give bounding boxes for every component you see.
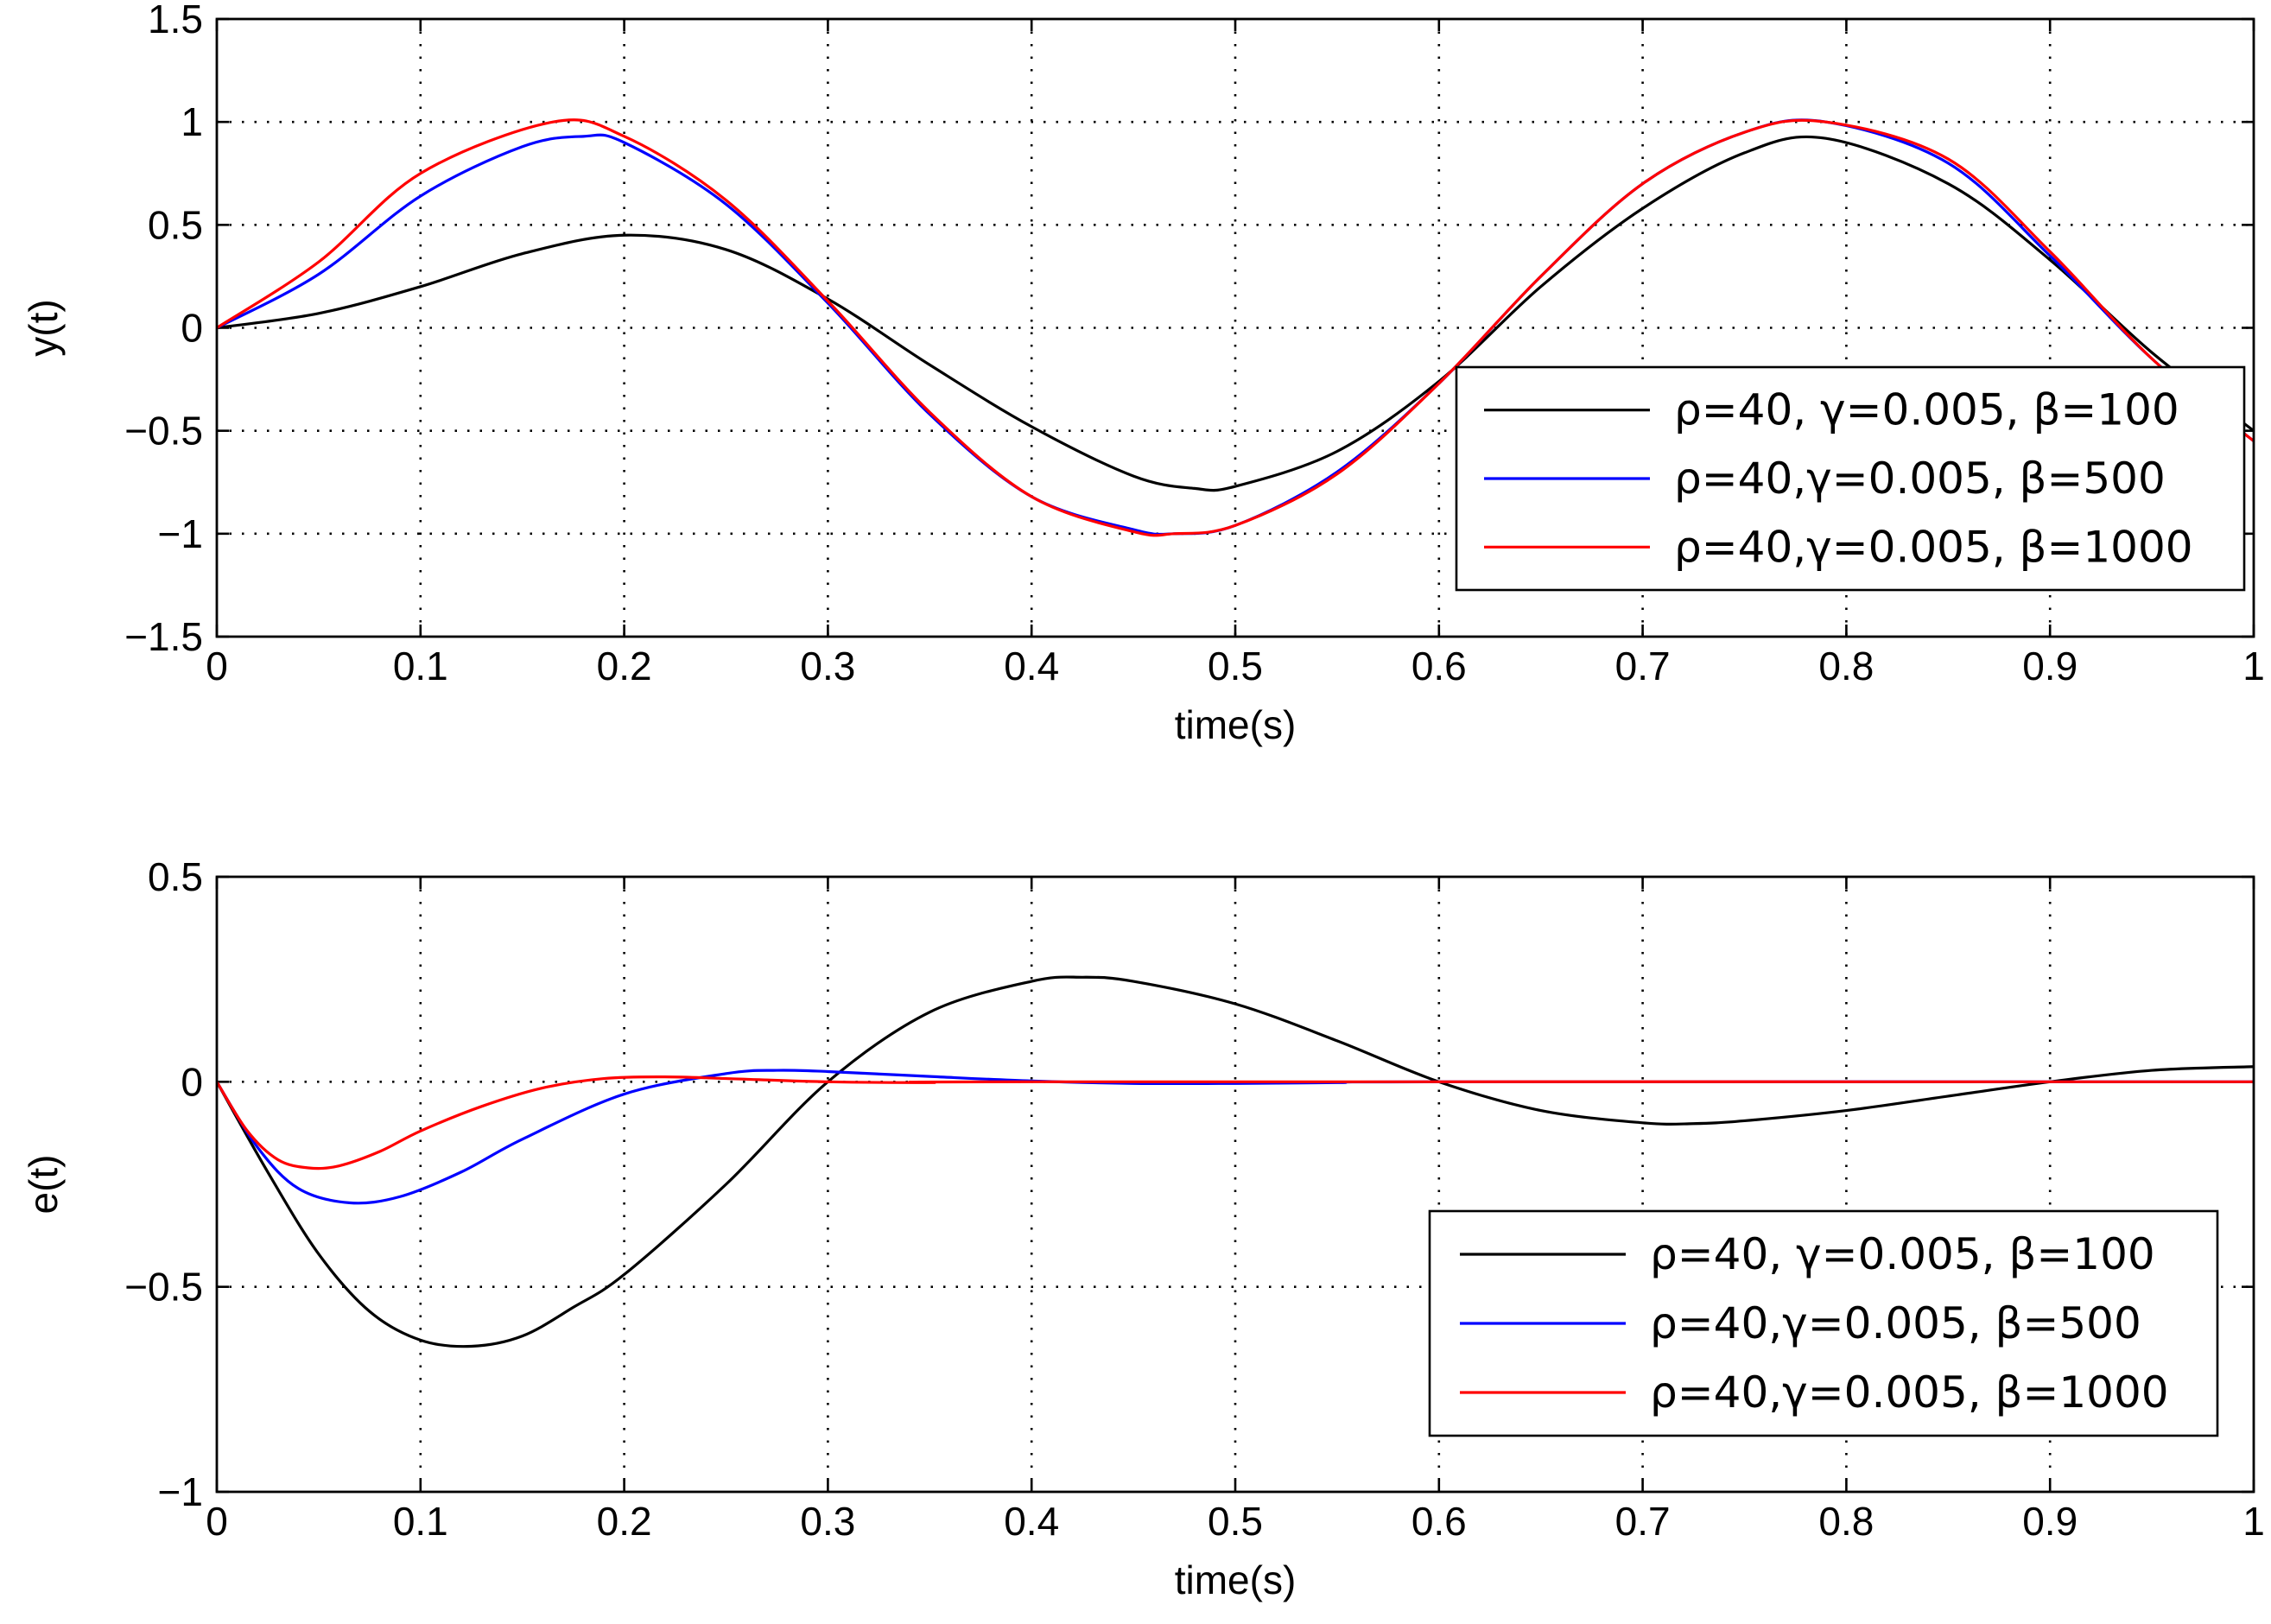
- y-tick-label: 1: [181, 99, 203, 144]
- y-tick-label: −0.5: [124, 1265, 203, 1310]
- x-tick-label: 0.1: [393, 644, 448, 688]
- y-tick-label: −1: [158, 1469, 203, 1514]
- x-tick-label: 1: [2242, 1499, 2265, 1544]
- series-line-e-2: [217, 1075, 2254, 1170]
- y-tick-label: 1.5: [148, 0, 203, 41]
- x-tick-label: 0.6: [1411, 1499, 1467, 1544]
- x-tick-label: 0.2: [597, 644, 652, 688]
- chart-e-panel: 0 0.1 0.2 0.3 0.4 0.5 0.6 0.7 0.8 0.9 1 −1 −0.5 0 0.5 t…: [21, 854, 2265, 1602]
- y-axis-label: y(t): [21, 299, 66, 356]
- y-tick-label: 0.5: [148, 854, 203, 899]
- chart-e-grid: [217, 877, 2254, 1492]
- y-tick-label: −1: [158, 511, 203, 556]
- x-tick-label: 0.8: [1818, 1499, 1874, 1544]
- x-tick-label: 0.3: [800, 644, 855, 688]
- chart-y-panel: 0 0.1 0.2 0.3 0.4 0.5 0.6 0.7 0.8 0.9 1 −1.5 −1 −0.5 0…: [21, 0, 2265, 747]
- x-tick-label: 0.4: [1004, 644, 1059, 688]
- x-tick-label: 0.7: [1615, 644, 1671, 688]
- y-tick-label: 0: [181, 1059, 203, 1104]
- x-tick-label: 0.7: [1615, 1499, 1671, 1544]
- legend-label: ρ=40,γ=0.005, β=500: [1650, 1298, 2141, 1348]
- series-line-y-2: [217, 118, 2254, 537]
- x-axis-label: time(s): [1175, 702, 1297, 747]
- x-tick-label: 0.1: [393, 1499, 448, 1544]
- legend-label: ρ=40,γ=0.005, β=1000: [1650, 1367, 2169, 1418]
- x-tick-label: 0.5: [1208, 1499, 1263, 1544]
- chart-y-series: [217, 118, 2254, 537]
- series-line-e-0: [217, 975, 2254, 1348]
- x-tick-label: 0: [206, 644, 228, 688]
- chart-e-legend: ρ=40, γ=0.005, β=100 ρ=40,γ=0.005, β=500 ρ…: [1428, 1209, 2219, 1437]
- x-tick-label: 0.2: [597, 1499, 652, 1544]
- x-tick-label: 0.9: [2022, 1499, 2078, 1544]
- x-tick-label: 0.8: [1818, 644, 1874, 688]
- y-tick-label: 0.5: [148, 202, 203, 247]
- chart-e-series: [217, 975, 2254, 1348]
- y-tick-label: −1.5: [124, 614, 203, 659]
- x-axis-label: time(s): [1175, 1557, 1297, 1602]
- chart-y-axes-box: [215, 17, 2255, 638]
- x-tick-label: 0: [206, 1499, 228, 1544]
- x-tick-label: 0.3: [800, 1499, 855, 1544]
- x-tick-label: 0.6: [1411, 644, 1467, 688]
- legend-label: ρ=40, γ=0.005, β=100: [1650, 1229, 2155, 1279]
- x-tick-label: 0.9: [2022, 644, 2078, 688]
- legend-label: ρ=40, γ=0.005, β=100: [1674, 385, 2179, 435]
- y-tick-label: 0: [181, 306, 203, 351]
- chart-y-legend: ρ=40, γ=0.005, β=100 ρ=40,γ=0.005, β=500 ρ…: [1455, 365, 2246, 592]
- x-tick-label: 0.4: [1004, 1499, 1059, 1544]
- legend-label: ρ=40,γ=0.005, β=500: [1674, 454, 2166, 504]
- y-tick-label: −0.5: [124, 409, 203, 454]
- legend-label: ρ=40,γ=0.005, β=1000: [1674, 522, 2193, 572]
- chart-e-axes-box: [215, 875, 2255, 1494]
- series-line-y-0: [217, 135, 2254, 492]
- x-tick-label: 0.5: [1208, 644, 1263, 688]
- x-tick-label: 1: [2242, 644, 2265, 688]
- y-axis-label: e(t): [21, 1155, 66, 1215]
